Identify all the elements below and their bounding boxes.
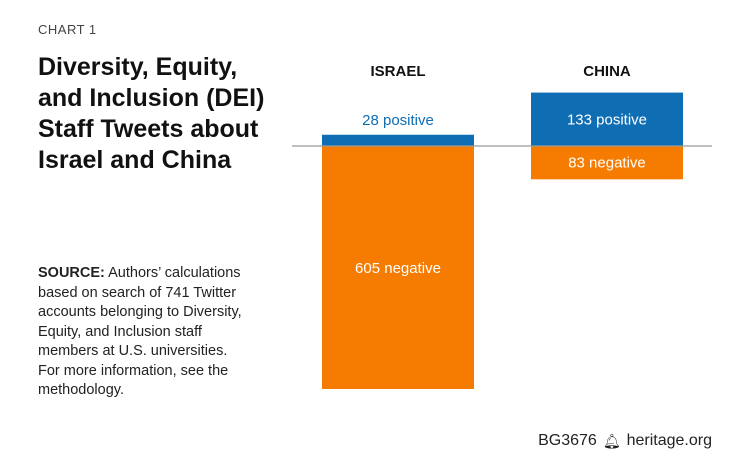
data-label-positive-china: 133 positive: [567, 111, 647, 128]
chart-label: CHART 1: [38, 22, 97, 37]
source-text: Authors’ calculations based on search of…: [38, 265, 242, 398]
source-note: SOURCE: Authors’ calculations based on s…: [38, 264, 253, 401]
bar-negative-china: [531, 146, 683, 180]
bar-positive-china: [531, 92, 683, 146]
site-url: heritage.org: [626, 432, 712, 449]
category-label-china: CHINA: [583, 63, 631, 80]
bar-positive-israel: [322, 134, 474, 146]
source-label: SOURCE:: [38, 265, 105, 281]
category-label-israel: ISRAEL: [370, 63, 425, 80]
data-label-negative-china: 83 negative: [568, 155, 646, 172]
bar-negative-israel: [322, 146, 474, 389]
chart-title: Diversity, Equity, and Inclusion (DEI) S…: [38, 53, 265, 174]
footer: BG3676 🔔︎ heritage.org: [538, 432, 712, 450]
liberty-bell-icon: 🔔︎: [602, 432, 621, 449]
data-label-negative-israel: 605 negative: [355, 260, 441, 277]
data-label-positive-israel: 28 positive: [362, 112, 434, 129]
report-code: BG3676: [538, 432, 597, 449]
